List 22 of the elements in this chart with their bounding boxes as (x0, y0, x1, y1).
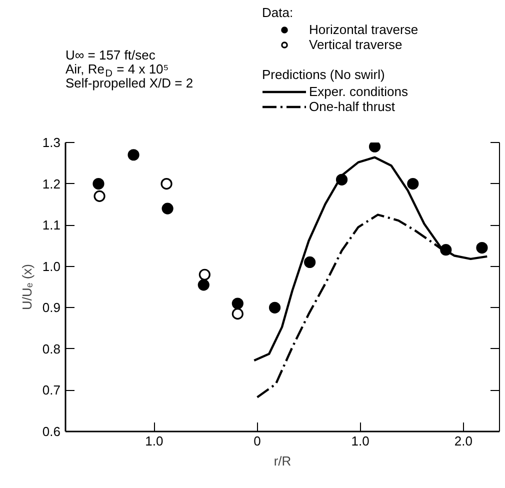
x-tick-label: 0 (254, 434, 261, 448)
text: U∞ = 157 ft/sec (66, 48, 156, 62)
x-axis-title: r/R (274, 454, 292, 468)
x-tick-label: 1.0 (145, 434, 164, 448)
y-tick-label: 1.2 (42, 176, 61, 192)
text: Predictions (No swirl) (262, 67, 386, 82)
y-tick-label: 0.8 (42, 341, 61, 356)
legend-label: Exper. conditions (309, 84, 408, 99)
legend-label: Horizontal traverse (309, 22, 418, 37)
y-tick-label: 0.7 (42, 382, 61, 398)
y-tick-label: 1.3 (42, 135, 61, 150)
legend-label: One-half thrust (309, 99, 395, 114)
legend-label: Vertical traverse (309, 37, 402, 52)
y-tick-label: 1.0 (42, 258, 61, 274)
legend-title: Data: (262, 5, 294, 20)
y-tick-label: 0.6 (42, 424, 61, 439)
y-axis-title: U/Uₑ (x) (19, 264, 34, 310)
x-tick-label: 2.0 (454, 434, 472, 448)
y-tick-label: 0.9 (42, 300, 61, 316)
x-tick-label: 1.0 (351, 434, 370, 448)
y-tick-label: 1.1 (42, 218, 61, 233)
text: Self-propelled X/D = 2 (66, 76, 194, 90)
